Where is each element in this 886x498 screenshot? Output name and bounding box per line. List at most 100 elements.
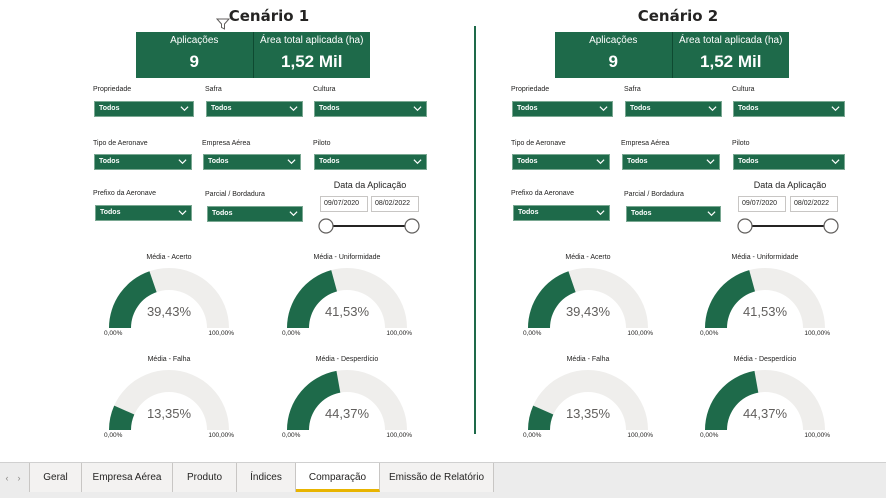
parcial-value: Todos: [631, 210, 652, 217]
empresa-aerea-dropdown[interactable]: Todos: [622, 154, 720, 170]
piloto-dropdown[interactable]: Todos: [314, 154, 427, 170]
tab-geral[interactable]: Geral: [29, 463, 82, 492]
gauge-title: Média - Uniformidade: [731, 254, 799, 261]
empresa-aerea-value: Todos: [208, 158, 229, 165]
slider-handle-start: [318, 218, 334, 234]
safra-dropdown[interactable]: Todos: [625, 101, 722, 117]
date-end-input[interactable]: 08/02/2022: [790, 196, 838, 212]
gauge-fill: [287, 370, 341, 430]
gauge-fill: [109, 271, 157, 328]
gauge-track: [109, 370, 229, 430]
scenario-2-kpi-card: Aplicações 9 Área total aplicada (ha) 1,…: [555, 32, 789, 78]
date-slicer-title: Data da Aplicação: [333, 180, 407, 190]
tab-comparacao[interactable]: Comparação: [296, 463, 380, 492]
kpi-area: Área total aplicada (ha) 1,52 Mil: [671, 32, 790, 78]
prefixo-label: Prefixo da Aeronave: [93, 190, 157, 197]
cultura-dropdown[interactable]: Todos: [733, 101, 845, 117]
parcial-dropdown[interactable]: Todos: [207, 206, 303, 222]
cultura-label: Cultura: [313, 86, 336, 93]
chevron-down-icon: [413, 106, 422, 112]
propriedade-value: Todos: [99, 105, 120, 112]
gauge-fill: [528, 271, 576, 328]
tipo-aeronave-label: Tipo de Aeronave: [511, 140, 566, 147]
cultura-value: Todos: [738, 105, 759, 112]
gauge-max: 100,00%: [804, 330, 830, 337]
propriedade-dropdown[interactable]: Todos: [512, 101, 613, 117]
chevron-down-icon: [831, 159, 840, 165]
date-start-input[interactable]: 09/07/2020: [320, 196, 368, 212]
date-end-input[interactable]: 08/02/2022: [371, 196, 419, 212]
tipo-aeronave-dropdown[interactable]: Todos: [94, 154, 192, 170]
gauge-uniformidade: Média - Uniformidade 41,53% 0,00% 100,00…: [282, 254, 412, 344]
prefixo-value: Todos: [100, 209, 121, 216]
gauge-value: 13,35%: [146, 406, 192, 421]
piloto-value: Todos: [738, 158, 759, 165]
prefixo-dropdown[interactable]: Todos: [513, 205, 610, 221]
chevron-down-icon: [596, 159, 605, 165]
tipo-aeronave-dropdown[interactable]: Todos: [512, 154, 610, 170]
tab-empresa-aerea[interactable]: Empresa Aérea: [82, 463, 173, 492]
scenario-divider: [474, 26, 476, 434]
gauge-title: Média - Desperdício: [733, 356, 797, 363]
gauge-max: 100,00%: [804, 432, 830, 439]
date-range-slider[interactable]: [318, 216, 420, 236]
date-range-slider[interactable]: [737, 216, 839, 236]
chevron-right-icon[interactable]: ›: [17, 473, 21, 483]
chevron-left-icon[interactable]: ‹: [5, 473, 9, 483]
kpi-aplicacoes-label: Aplicações: [589, 35, 638, 46]
gauge-falha: Média - Falha 13,35% 0,00% 100,00%: [523, 356, 653, 446]
scenario-2-title: Cenário 2: [637, 7, 719, 25]
slider-handle-end: [404, 218, 420, 234]
gauge-title: Média - Acerto: [565, 254, 611, 261]
cultura-dropdown[interactable]: Todos: [314, 101, 427, 117]
gauge-max: 100,00%: [208, 330, 234, 337]
gauge-title: Média - Falha: [566, 356, 610, 363]
parcial-dropdown[interactable]: Todos: [626, 206, 721, 222]
gauge-max: 100,00%: [627, 330, 653, 337]
chevron-down-icon: [287, 159, 296, 165]
chevron-down-icon: [599, 106, 608, 112]
filter-icon[interactable]: [216, 17, 230, 31]
safra-value: Todos: [630, 105, 651, 112]
kpi-area: Área total aplicada (ha) 1,52 Mil: [252, 32, 371, 78]
scenario-1-kpi-card: Aplicações 9 Área total aplicada (ha) 1,…: [136, 32, 370, 78]
gauge-title: Média - Desperdício: [315, 356, 379, 363]
gauge-value: 13,35%: [565, 406, 611, 421]
chevron-down-icon: [708, 106, 717, 112]
gauge-min: 0,00%: [523, 432, 542, 439]
slider-handle-end: [823, 218, 839, 234]
gauge-fill: [287, 270, 338, 328]
date-start-input[interactable]: 09/07/2020: [738, 196, 786, 212]
prefixo-dropdown[interactable]: Todos: [95, 205, 192, 221]
gauge-value: 39,43%: [146, 304, 192, 319]
tab-indices[interactable]: Índices: [237, 463, 296, 492]
gauge-fill: [528, 405, 554, 430]
gauge-min: 0,00%: [700, 330, 719, 337]
safra-dropdown[interactable]: Todos: [206, 101, 303, 117]
empresa-aerea-dropdown[interactable]: Todos: [203, 154, 301, 170]
gauge-min: 0,00%: [700, 432, 719, 439]
gauge-value: 41,53%: [324, 304, 370, 319]
gauge-min: 0,00%: [523, 330, 542, 337]
parcial-label: Parcial / Bordadura: [205, 191, 265, 198]
tab-emissao-relatorio[interactable]: Emissão de Relatório: [380, 463, 494, 492]
gauge-desperdicio: Média - Desperdício 44,37% 0,00% 100,00%: [282, 356, 412, 446]
kpi-area-label: Área total aplicada (ha): [679, 35, 783, 46]
tab-produto[interactable]: Produto: [173, 463, 237, 492]
gauge-value: 41,53%: [742, 304, 788, 319]
safra-label: Safra: [624, 86, 641, 93]
chevron-down-icon: [289, 106, 298, 112]
chevron-down-icon: [178, 159, 187, 165]
gauge-desperdicio: Média - Desperdício 44,37% 0,00% 100,00%: [700, 356, 830, 446]
cultura-label: Cultura: [732, 86, 755, 93]
gauge-min: 0,00%: [104, 330, 123, 337]
safra-value: Todos: [211, 105, 232, 112]
piloto-dropdown[interactable]: Todos: [733, 154, 845, 170]
propriedade-dropdown[interactable]: Todos: [94, 101, 194, 117]
gauge-max: 100,00%: [386, 330, 412, 337]
chevron-down-icon: [596, 210, 605, 216]
chevron-down-icon: [180, 106, 189, 112]
tipo-aeronave-label: Tipo de Aeronave: [93, 140, 148, 147]
gauge-min: 0,00%: [104, 432, 123, 439]
piloto-label: Piloto: [313, 140, 331, 147]
